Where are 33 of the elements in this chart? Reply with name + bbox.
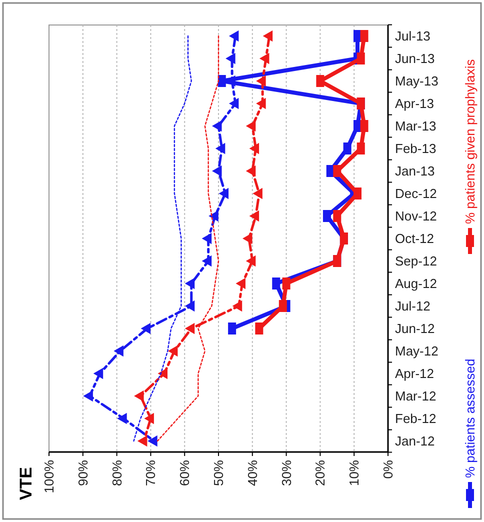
x-tick-label: 40%: [244, 460, 260, 486]
y-tick-label: Apr-13: [395, 96, 434, 111]
y-tick-label: Aug-12: [395, 276, 437, 291]
y-tick-label: Jul-12: [395, 298, 430, 314]
x-tick-label: 90%: [75, 460, 90, 486]
y-tick-label: Jul-13: [395, 28, 430, 44]
x-tick-label: 60%: [177, 460, 192, 486]
text: VTE: [16, 467, 36, 500]
y-tick-label: Feb-13: [395, 141, 436, 156]
y-tick-label: Oct-12: [395, 231, 434, 246]
y-tick-label: Sep-12: [395, 254, 437, 268]
y-tick-label: May-13: [395, 74, 438, 88]
x-tick-label: 30%: [278, 460, 294, 486]
x-tick-label: 50%: [211, 460, 226, 486]
x-tick-label: 80%: [109, 460, 124, 486]
y-tick-label: Apr-12: [395, 366, 434, 381]
y-tick-label: Jun-13: [395, 51, 435, 66]
text: % patients assessed: [462, 358, 478, 478]
y-tick-label: Jun-12: [395, 321, 435, 336]
y-tick-label: Dec-12: [395, 186, 437, 201]
x-tick-label: 10%: [346, 460, 362, 486]
x-tick-label: 20%: [312, 460, 328, 486]
y-tick-label: Jan-13: [395, 164, 435, 178]
y-tick-label: Nov-12: [395, 208, 437, 224]
x-tick-label: 70%: [143, 460, 158, 486]
y-tick-label: Mar-13: [395, 118, 436, 134]
x-tick-label: 0%: [380, 460, 396, 479]
y-tick-label: May-12: [395, 344, 438, 358]
y-tick-label: Jan-12: [395, 434, 435, 448]
text: % patients given prophylaxis: [462, 58, 478, 224]
y-tick-label: Mar-12: [395, 388, 436, 404]
x-tick-label: 100%: [42, 460, 56, 494]
y-tick-label: Feb-12: [395, 411, 436, 426]
